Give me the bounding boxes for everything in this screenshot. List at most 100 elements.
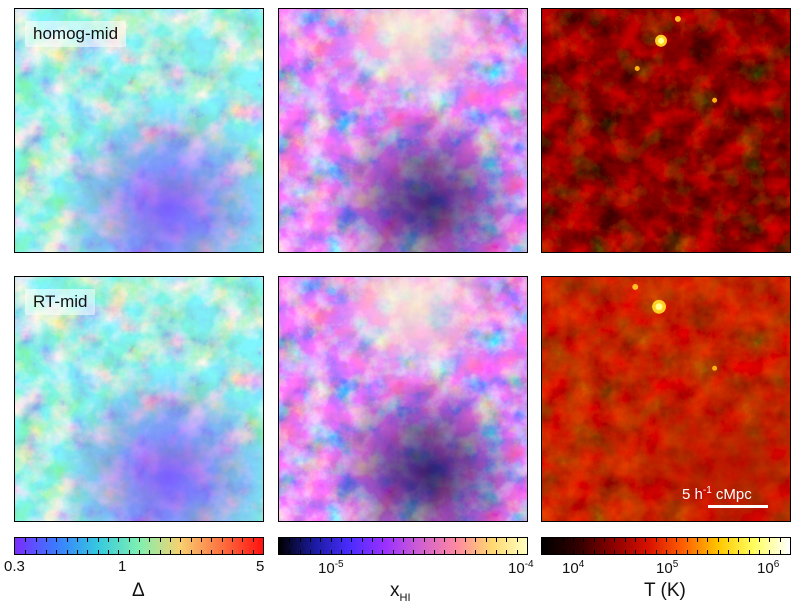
model-label-rt: RT-mid (25, 289, 96, 315)
neutral-fraction-colorbar-tickmark (403, 538, 404, 542)
neutral-fraction-colorbar-tickmark (341, 538, 342, 542)
neutral-fraction-colorbar-tickmark (465, 538, 466, 542)
temperature-colorbar-tickmark (748, 550, 750, 554)
temperature-colorbar-tickmark (707, 550, 709, 554)
temperature-colorbar (541, 537, 791, 555)
temperature-colorbar-tickmark (676, 550, 678, 554)
temperature-map-homog (541, 8, 791, 253)
density-colorbar-tickmark (128, 538, 130, 542)
temperature-axis-label: T (K) (644, 580, 686, 601)
temperature-colorbar-tickmark (635, 550, 636, 554)
temperature-colorbar-tickmark (593, 550, 595, 554)
density-colorbar-tickmark (128, 550, 130, 554)
neutral-fraction-colorbar-tickmark (444, 550, 446, 554)
density-tick-min: 0.3 (4, 558, 25, 575)
neutral-fraction-colorbar-tickmark (423, 538, 425, 542)
density-axis-label: Δ (132, 580, 145, 601)
density-colorbar-tickmark (35, 550, 37, 554)
density-colorbar-tickmark (25, 550, 27, 554)
density-colorbar-tickmark (108, 538, 109, 542)
density-colorbar-tickmark (87, 550, 89, 554)
density-map-rt: RT-mid (14, 276, 264, 522)
temperature-colorbar-tickmark (573, 538, 574, 542)
temperature-colorbar-tickmark (552, 550, 554, 554)
density-colorbar-tickmark (97, 538, 99, 542)
density-colorbar-tickmark (118, 538, 120, 542)
temperature-colorbar-tickmark (552, 538, 554, 542)
neutral-fraction-colorbar-tickmark (330, 550, 332, 554)
density-colorbar-tickmark (221, 538, 223, 542)
temperature-colorbar-tickmark (604, 538, 605, 542)
density-colorbar-tickmark (66, 550, 68, 554)
density-colorbar-tickmark (242, 538, 244, 542)
neutral-fraction-colorbar-tickmark (413, 538, 415, 542)
temperature-colorbar-tickmark (676, 538, 678, 542)
neutral-fraction-colorbar-tickmark (454, 550, 456, 554)
neutral-fraction-colorbar-tickmark (423, 550, 425, 554)
density-colorbar-tickmark (77, 538, 78, 542)
temperature-tick-1e4: 104 (562, 559, 585, 577)
temperature-colorbar-tickmark (697, 538, 698, 542)
neutral-fraction-colorbar-tickmark (320, 550, 322, 554)
temperature-colorbar-tickmark (769, 538, 771, 542)
neutral-fraction-colorbar-tickmark (372, 538, 373, 542)
density-colorbar-tickmark (46, 538, 47, 542)
temperature-colorbar-tickmark (655, 550, 657, 554)
density-tick-mid: 1 (118, 558, 127, 575)
scale-bar-label: 5 h-1 cMpc (682, 485, 752, 503)
neutral-fraction-colorbar-tickmark (403, 550, 404, 554)
neutral-fraction-colorbar-tickmark (289, 538, 291, 542)
neutral-fraction-colorbar-tickmark (496, 538, 497, 542)
temperature-tick-1e6: 106 (757, 559, 780, 577)
neutral-fraction-axis-label: xHI (390, 580, 411, 604)
neutral-fraction-colorbar-tickmark (351, 538, 353, 542)
temperature-map-rt: 5 h-1 cMpc (541, 276, 791, 522)
temperature-colorbar-tickmark (686, 550, 688, 554)
neutral-fraction-colorbar-tickmark (516, 550, 518, 554)
density-map-homog: homog-mid (14, 8, 264, 253)
density-colorbar-tickmark (170, 538, 171, 542)
neutral-fraction-tick-low: 10-5 (318, 559, 344, 577)
temperature-colorbar-tickmark (697, 550, 698, 554)
density-colorbar-tickmark (221, 550, 223, 554)
density-colorbar-tickmark (77, 550, 78, 554)
temperature-colorbar-tickmark (779, 550, 781, 554)
temperature-colorbar-tickmark (686, 538, 688, 542)
neutral-fraction-colorbar (278, 537, 528, 555)
density-colorbar-tickmark (201, 538, 202, 542)
neutral-fraction-colorbar-tickmark (506, 550, 508, 554)
neutral-fraction-colorbar-tickmark (465, 550, 466, 554)
neutral-fraction-colorbar-tickmark (485, 538, 487, 542)
temperature-colorbar-tickmark (624, 550, 626, 554)
density-colorbar-tickmark (170, 550, 171, 554)
neutral-fraction-colorbar-tickmark (444, 538, 446, 542)
density-colorbar-tickmark (56, 538, 58, 542)
neutral-fraction-colorbar-tickmark (320, 538, 322, 542)
density-colorbar-tickmark (139, 538, 140, 542)
density-colorbar-tickmark (232, 538, 233, 542)
temperature-colorbar-tickmark (655, 538, 657, 542)
density-colorbar-tickmark (211, 538, 213, 542)
neutral-fraction-colorbar-tickmark (434, 538, 435, 542)
temperature-colorbar-tickmark (583, 538, 585, 542)
density-colorbar-tickmark (25, 538, 27, 542)
temperature-colorbar-tickmark (614, 550, 616, 554)
density-colorbar-tickmark (108, 550, 109, 554)
neutral-fraction-colorbar-tickmark (413, 550, 415, 554)
density-colorbar-tickmark (159, 550, 161, 554)
neutral-fraction-colorbar-tickmark (496, 550, 497, 554)
neutral-fraction-map-rt (278, 276, 528, 522)
neutral-fraction-colorbar-tickmark (372, 550, 373, 554)
temperature-colorbar-tickmark (635, 538, 636, 542)
model-label-homog: homog-mid (25, 21, 127, 47)
temperature-colorbar-tickmark (614, 538, 616, 542)
temperature-colorbar-tickmark (562, 538, 564, 542)
neutral-fraction-colorbar-tickmark (475, 538, 477, 542)
neutral-fraction-colorbar-tickmark (330, 538, 332, 542)
neutral-fraction-colorbar-tickmark (289, 550, 291, 554)
temperature-colorbar-tickmark (666, 550, 667, 554)
neutral-fraction-colorbar-tickmark (382, 538, 384, 542)
neutral-fraction-colorbar-tickmark (299, 538, 301, 542)
density-colorbar-tickmark (149, 538, 151, 542)
neutral-fraction-colorbar-tickmark (516, 538, 518, 542)
